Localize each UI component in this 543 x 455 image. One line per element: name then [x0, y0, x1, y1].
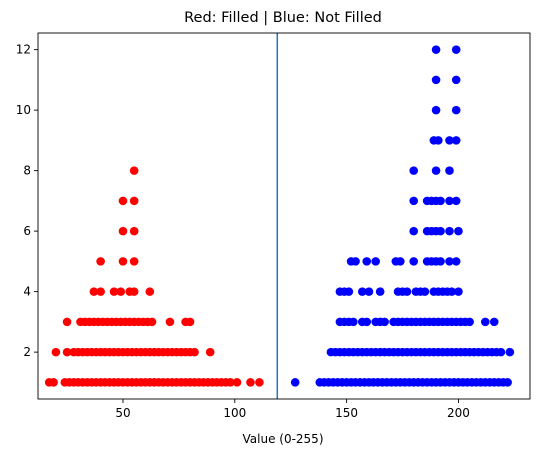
scatter-point: [49, 378, 58, 387]
x-tick-label: 200: [447, 406, 470, 420]
plot-area: 50 100 150 200 2 4 6 8 10 12: [16, 32, 531, 420]
scatter-point: [451, 196, 461, 206]
scatter-point: [246, 378, 255, 387]
scatter-point: [431, 45, 441, 54]
scatter-point: [129, 166, 139, 175]
scatter-point: [380, 317, 389, 327]
scatter-point: [447, 287, 457, 296]
scatter-point: [436, 196, 445, 206]
x-tick-label: 100: [223, 406, 246, 420]
scatter-point: [451, 105, 461, 115]
scatter-point: [445, 136, 454, 145]
chart-title: Red: Filled | Blue: Not Filled: [184, 10, 382, 26]
scatter-point: [362, 317, 372, 327]
scatter-point: [431, 105, 441, 115]
scatter-point: [454, 287, 463, 296]
scatter-point: [505, 347, 515, 357]
scatter-point: [185, 317, 195, 327]
x-tick-label: 50: [115, 406, 130, 420]
y-tick-label: 8: [23, 164, 31, 178]
scatter-point: [89, 287, 99, 296]
scatter-point: [118, 226, 128, 236]
scatter-point: [51, 347, 61, 357]
scatter-point: [434, 136, 443, 145]
scatter-point: [445, 196, 454, 206]
scatter-point: [375, 287, 385, 296]
y-tick-label: 12: [16, 43, 31, 57]
scatter-point: [129, 226, 139, 236]
scatter-point: [402, 287, 412, 296]
scatter-point: [190, 347, 199, 357]
scatter-point: [445, 257, 454, 266]
scatter-point: [496, 347, 506, 357]
scatter-point: [409, 166, 419, 175]
scatter-point: [489, 317, 499, 327]
scatter-point: [118, 196, 128, 206]
scatter-point: [465, 317, 474, 327]
scatter-point: [96, 287, 105, 296]
scatter-point: [409, 257, 419, 266]
scatter-point: [436, 226, 445, 236]
y-tick-label: 4: [23, 285, 31, 299]
scatter-point: [165, 317, 175, 327]
y-tick-label: 6: [23, 224, 31, 238]
scatter-point: [436, 257, 445, 266]
scatter-point: [451, 45, 461, 54]
scatter-point: [62, 317, 72, 327]
scatter-point: [409, 196, 419, 206]
scatter-point: [118, 257, 128, 266]
plot-frame: [37, 32, 531, 400]
scatter-point: [357, 287, 367, 296]
scatter-point: [480, 317, 490, 327]
scatter-point: [364, 287, 374, 296]
scatter-point: [129, 257, 139, 266]
scatter-point: [109, 287, 119, 296]
scatter-point: [349, 317, 358, 327]
scatter-point: [226, 378, 235, 387]
scatter-point: [451, 136, 461, 145]
scatter-point: [145, 287, 155, 296]
scatter-point: [62, 347, 72, 357]
y-tick-label: 10: [16, 103, 31, 117]
scatter-point: [290, 378, 300, 387]
scatter-point: [395, 257, 405, 266]
scatter-point: [431, 75, 441, 85]
scatter-point: [344, 287, 354, 296]
scatter-point: [129, 287, 139, 296]
x-tick-label: 150: [335, 406, 358, 420]
scatter-point: [351, 257, 360, 266]
scatter-point: [129, 196, 139, 206]
scatter-point: [255, 378, 264, 387]
scatter-point: [362, 257, 372, 266]
scatter-point: [445, 226, 454, 236]
scatter-point: [451, 257, 461, 266]
scatter-point: [409, 226, 419, 236]
scatter-point: [205, 347, 215, 357]
scatter-point: [431, 166, 441, 175]
scatter-point: [445, 166, 454, 175]
scatter-point: [420, 287, 430, 296]
scatter-point: [147, 317, 157, 327]
scatter-point: [116, 287, 126, 296]
scatter-point: [371, 257, 380, 266]
scatter-point: [451, 75, 461, 85]
scatter-point: [503, 378, 512, 387]
scatter-point: [96, 257, 105, 266]
scatter-point: [454, 226, 463, 236]
scatter-point: [232, 378, 242, 387]
x-axis-label: Value (0-255): [243, 432, 324, 446]
y-tick-label: 2: [23, 345, 31, 359]
